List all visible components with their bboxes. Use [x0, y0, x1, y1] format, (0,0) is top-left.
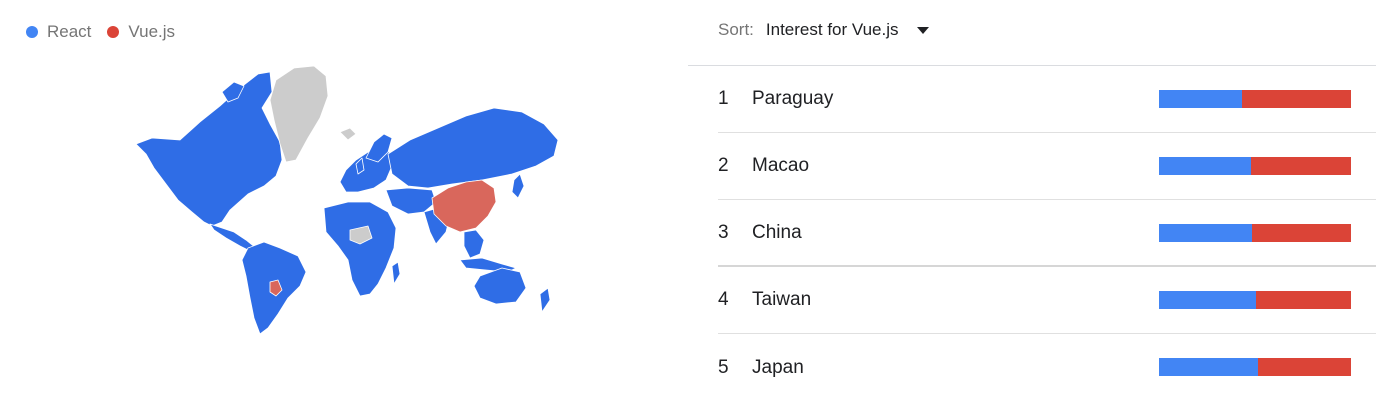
legend-label-react: React [47, 22, 92, 41]
world-map[interactable] [130, 62, 570, 338]
map-region-north-america [135, 71, 283, 227]
rank-number: 2 [718, 155, 729, 176]
map-region-madagascar [391, 261, 401, 285]
dropdown-arrow-icon[interactable] [916, 26, 929, 34]
legend-dot-react [26, 26, 38, 38]
vue-share-segment [1252, 224, 1351, 242]
map-region-iceland [339, 127, 357, 141]
legend-item-vue[interactable]: Vue.js [107, 22, 175, 42]
legend-dot-vue [107, 26, 120, 38]
react-share-segment [1159, 291, 1256, 309]
map-region-southeast-asia [463, 229, 485, 259]
map-region-japan [511, 173, 525, 199]
map-region-russia [387, 107, 559, 189]
rank-number: 1 [718, 88, 729, 109]
react-share-segment [1159, 90, 1242, 108]
react-share-segment [1159, 157, 1252, 175]
comparison-bar [1159, 224, 1351, 242]
divider [688, 65, 1376, 66]
list-item[interactable]: 4 Taiwan [718, 267, 1376, 334]
vue-share-segment [1241, 90, 1351, 108]
vue-share-segment [1257, 358, 1351, 376]
map-region-china [431, 179, 497, 233]
comparison-bar [1159, 291, 1351, 309]
vue-share-segment [1251, 157, 1351, 175]
sort-value[interactable]: Interest for Vue.js [765, 20, 899, 39]
region-name[interactable]: Macao [752, 155, 810, 176]
sort-label: Sort: [718, 20, 754, 39]
list-item[interactable]: 5 Japan [718, 334, 1376, 400]
ranking-list: 1 Paraguay 2 Macao 3 China 4 Taiwan 5 Ja… [718, 66, 1376, 400]
region-name[interactable]: Paraguay [752, 88, 834, 109]
legend-label-vue: Vue.js [128, 22, 176, 41]
map-region-australia [473, 267, 527, 305]
map-region-uk [355, 157, 365, 175]
region-name[interactable]: China [752, 221, 802, 243]
map-region-africa [323, 201, 397, 297]
map-region-africa-no-data [349, 225, 373, 245]
comparison-bar [1159, 90, 1351, 108]
map-region-scandinavia [365, 133, 393, 163]
comparison-bar [1159, 358, 1351, 376]
react-share-segment [1159, 358, 1258, 376]
comparison-bar [1159, 157, 1351, 175]
map-region-new-zealand [539, 287, 551, 313]
list-item[interactable]: 2 Macao [718, 133, 1376, 200]
list-item[interactable]: 1 Paraguay [718, 66, 1376, 133]
list-item[interactable]: 3 China [718, 200, 1376, 267]
react-share-segment [1159, 224, 1253, 242]
map-region-canadian-islands [221, 81, 245, 103]
map-region-middle-east [385, 187, 437, 215]
legend: React Vue.js [26, 22, 175, 42]
rank-number: 3 [718, 221, 729, 243]
region-name[interactable]: Taiwan [752, 289, 812, 310]
rank-number: 4 [718, 289, 729, 310]
vue-share-segment [1255, 291, 1351, 309]
sort-dropdown[interactable]: Interest for Vue.js [754, 20, 929, 40]
legend-item-react[interactable]: React [26, 22, 91, 42]
region-name[interactable]: Japan [752, 356, 804, 378]
rank-number: 5 [718, 356, 729, 378]
sort-bar: Sort: Interest for Vue.js [718, 20, 929, 40]
map-region-greenland [269, 65, 329, 163]
map-region-paraguay [269, 279, 283, 297]
